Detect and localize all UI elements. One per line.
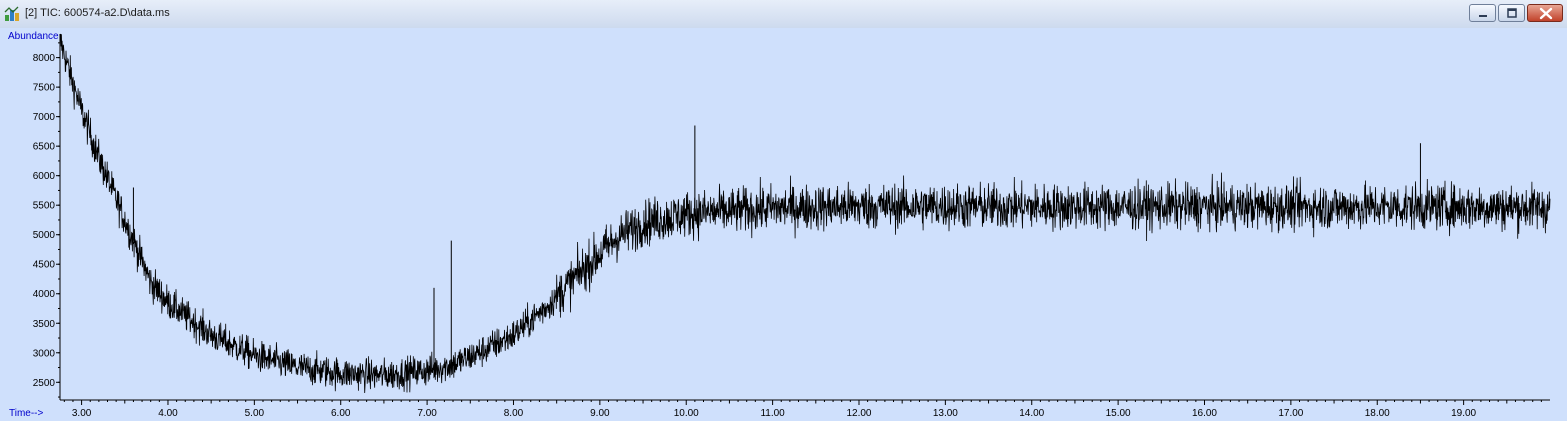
x-axis-title: Time--> [9, 408, 44, 419]
tic-line [59, 33, 1551, 394]
chromatogram-plot[interactable]: 2500 3000 3500 4000 4500 5000 5500 6000 6500 7000… [0, 28, 1567, 421]
x-tick-label: 16.00 [1192, 408, 1217, 419]
y-tick-label: 3500 [33, 319, 56, 330]
maximize-icon [1507, 8, 1517, 18]
y-tick-label: 5500 [33, 201, 56, 212]
window-titlebar[interactable]: [2] TIC: 600574-a2.D\data.ms [0, 0, 1567, 29]
plot-background [0, 28, 1567, 421]
x-tick-label: 12.00 [846, 408, 871, 419]
y-axis-title: Abundance [8, 31, 59, 42]
x-tick-label: 9.00 [590, 408, 610, 419]
y-tick-label: 7500 [33, 83, 56, 94]
minimize-button[interactable] [1469, 4, 1496, 22]
close-icon [1539, 7, 1553, 20]
minimize-icon [1479, 15, 1487, 17]
window-title: [2] TIC: 600574-a2.D\data.ms [25, 7, 170, 19]
x-axis-ticks: 3.00 4.00 5.00 6.00 7.00 8.00 9.00 10.00 11.00 12… [63, 400, 1542, 419]
chromatogram-app-icon [4, 6, 19, 21]
x-tick-label: 8.00 [504, 408, 524, 419]
x-tick-label: 13.00 [933, 408, 958, 419]
y-tick-label: 4000 [33, 289, 56, 300]
y-tick-label: 5000 [33, 230, 56, 241]
y-tick-label: 7000 [33, 112, 56, 123]
x-tick-label: 15.00 [1106, 408, 1131, 419]
x-tick-label: 17.00 [1278, 408, 1303, 419]
y-tick-label: 6000 [33, 171, 56, 182]
y-tick-label: 6500 [33, 142, 56, 153]
maximize-button[interactable] [1498, 4, 1525, 22]
x-tick-label: 19.00 [1451, 408, 1476, 419]
x-tick-label: 6.00 [331, 408, 351, 419]
y-axis-ticks: 2500 3000 3500 4000 4500 5000 5500 6000 6500 7000… [33, 42, 60, 398]
y-tick-label: 3000 [33, 348, 56, 359]
y-tick-label: 8000 [33, 53, 56, 64]
y-tick-label: 2500 [33, 378, 56, 389]
x-tick-label: 7.00 [417, 408, 437, 419]
x-tick-label: 10.00 [674, 408, 699, 419]
close-button[interactable] [1527, 4, 1563, 22]
tic-trace [59, 33, 1551, 394]
y-tick-label: 4500 [33, 260, 56, 271]
x-tick-label: 11.00 [760, 408, 785, 419]
x-tick-label: 5.00 [245, 408, 265, 419]
x-tick-label: 4.00 [158, 408, 178, 419]
x-tick-label: 3.00 [72, 408, 92, 419]
x-tick-label: 14.00 [1019, 408, 1044, 419]
x-tick-label: 18.00 [1365, 408, 1390, 419]
